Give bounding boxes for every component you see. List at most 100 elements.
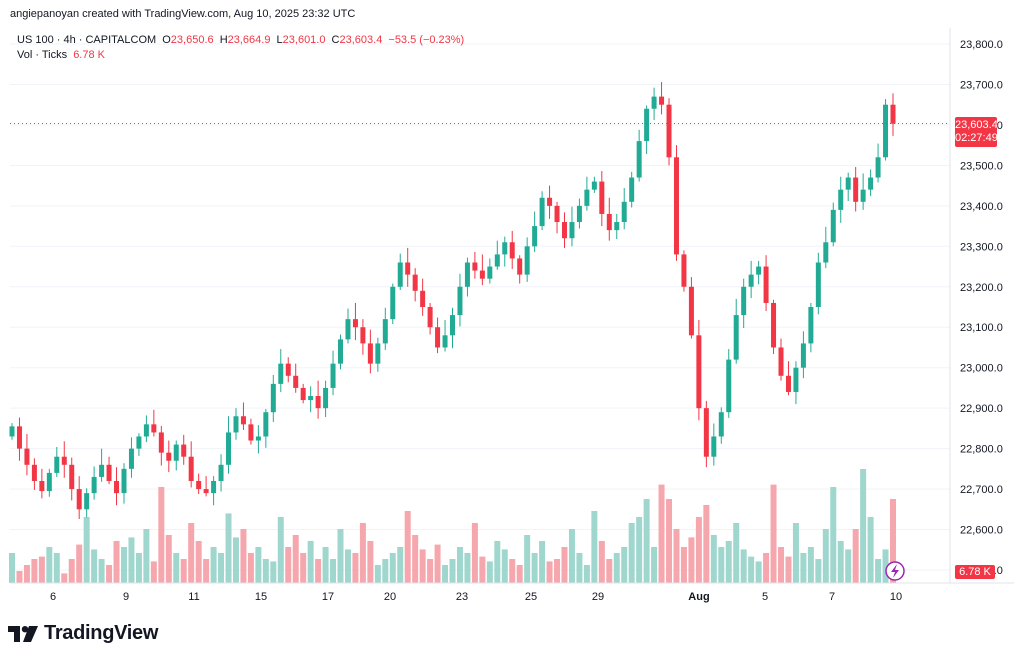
volume-bar (867, 517, 874, 583)
volume-bar (120, 547, 127, 583)
volume-bar (606, 559, 613, 583)
volume-bar (188, 523, 195, 583)
volume-bar (680, 547, 687, 583)
candle (435, 327, 441, 348)
last-price-value: 23,603.4 (955, 118, 998, 131)
open-label: O (162, 34, 171, 46)
volume-bar (479, 556, 486, 583)
volume-bar (725, 541, 732, 583)
volume-bar (247, 553, 254, 583)
candle (181, 444, 187, 457)
volume-legend[interactable]: Vol · Ticks 6.78 K (17, 49, 105, 61)
volume-bar (456, 547, 463, 583)
candle (756, 266, 762, 275)
candle (636, 141, 642, 178)
candle (330, 363, 336, 388)
volume-label[interactable]: Vol · Ticks (17, 49, 68, 61)
volume-bar (792, 523, 799, 583)
x-tick-label: 9 (123, 591, 129, 603)
candle (143, 424, 149, 437)
volume-bar (554, 559, 561, 583)
candle (203, 489, 209, 494)
candle (532, 226, 538, 247)
volume-bar (143, 529, 150, 583)
tradingview-logo[interactable]: TradingView (8, 622, 158, 645)
y-tick-label: 23,100.0 (960, 322, 1003, 334)
candle (875, 157, 881, 178)
symbol-name[interactable]: US 100 · 4h · CAPITALCOM (17, 34, 157, 46)
candle (524, 246, 530, 275)
volume-bar (307, 541, 314, 583)
candle (255, 436, 261, 441)
candle (54, 456, 60, 473)
candle (278, 363, 284, 384)
candle (188, 456, 194, 481)
candle (128, 448, 134, 469)
candle (84, 493, 90, 510)
candle (263, 412, 269, 437)
volume-bar (830, 487, 837, 583)
volume-bar (322, 547, 329, 583)
volume-bar (31, 559, 38, 583)
volume-bar (195, 541, 202, 583)
volume-bar (449, 559, 456, 583)
volume-bar (442, 565, 449, 583)
candle (248, 424, 254, 441)
x-tick-label: Aug (688, 591, 709, 603)
x-tick-label: 20 (384, 591, 396, 603)
volume-bar (277, 517, 284, 583)
symbol-ohlc-legend[interactable]: US 100 · 4h · CAPITALCOM O23,650.6 H23,6… (17, 34, 464, 46)
volume-bar (807, 547, 814, 583)
candle (24, 448, 30, 465)
bar-countdown: 02:27:49 (955, 131, 998, 144)
y-tick-label: 23,400.0 (960, 201, 1003, 213)
volume-bar (718, 547, 725, 583)
candle (382, 319, 388, 344)
x-tick-label: 17 (322, 591, 334, 603)
candle (614, 222, 620, 231)
volume-bar (344, 549, 351, 583)
volume-bar (150, 561, 157, 583)
x-tick-label: 15 (255, 591, 267, 603)
x-tick-label: 10 (890, 591, 902, 603)
candle (554, 205, 560, 223)
volume-bar (651, 547, 658, 583)
close-value: 23,603.4 (339, 34, 383, 46)
candle (420, 290, 426, 307)
candle (741, 286, 747, 316)
candle (569, 222, 575, 239)
tradingview-logo-icon (8, 625, 38, 642)
candle (479, 270, 485, 279)
candle (823, 242, 829, 263)
candle (99, 464, 105, 477)
candle (16, 426, 22, 449)
candle (830, 209, 836, 243)
x-tick-label: 25 (525, 591, 537, 603)
volume-bar (882, 549, 889, 583)
volume-bar (128, 537, 135, 583)
candle (405, 262, 411, 275)
volume-bar (770, 484, 777, 583)
candle (733, 315, 739, 360)
candle (158, 432, 164, 453)
high-label: H (219, 34, 228, 46)
candle (464, 262, 470, 287)
lightning-icon[interactable] (885, 561, 905, 581)
candle (502, 242, 508, 255)
volume-bar (658, 484, 665, 583)
candle (442, 335, 448, 348)
candle (494, 254, 500, 267)
volume-bar (501, 549, 508, 583)
candle (173, 444, 179, 461)
candle (211, 480, 217, 494)
candle (681, 254, 687, 287)
volume-bar (763, 553, 770, 583)
candle (726, 359, 732, 413)
candle (412, 274, 418, 291)
volume-bar (695, 517, 702, 583)
volume-bar (225, 513, 232, 583)
y-tick-label: 23,500.0 (960, 160, 1003, 172)
volume-bar (486, 561, 493, 583)
volume-bar (404, 511, 411, 583)
